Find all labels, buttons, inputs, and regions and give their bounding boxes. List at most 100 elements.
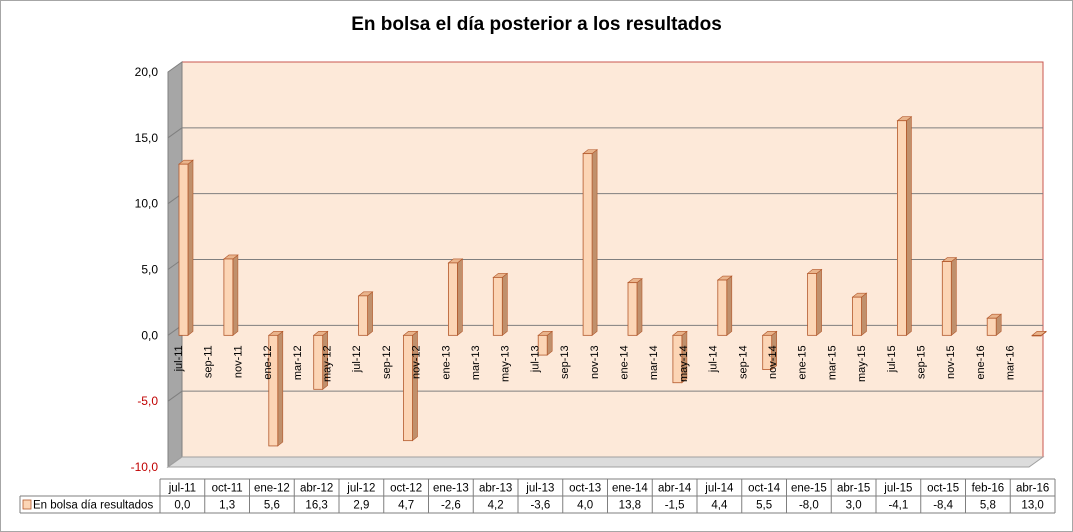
x-tick-label: sep-11 [203,345,215,378]
table-value-cell: -2,6 [441,500,461,512]
x-tick-label: may-12 [322,345,334,382]
table-header-cell: ene-12 [254,483,290,495]
table-header-cell: jul-11 [168,483,196,495]
table-value-cell: -3,6 [530,500,550,512]
bar-side [861,292,867,336]
bar [672,330,688,384]
bar [178,159,194,336]
table-value-cell: 5,8 [980,500,996,512]
x-tick-label: sep-15 [916,345,928,379]
table-value-cell: 3,0 [846,500,862,512]
data-table: jul-11 oct-11 ene-12 abr-12 jul-12 oct-12 ene-… [19,478,1056,514]
gridline-side [167,127,183,139]
table-value-cell: 4,7 [398,500,414,512]
chart-title: En bolsa el día posterior a los resultad… [351,14,722,35]
bar [896,116,913,336]
bar-front [762,334,773,370]
table-header-cell: jul-12 [346,483,375,495]
table-value-cell: -8,0 [799,500,819,512]
table-value-cell: -4,1 [888,500,908,512]
y-tick-label: -5,0 [137,394,158,408]
bar-front [627,282,638,336]
bar [806,268,823,336]
table-header-cell: oct-11 [212,483,243,495]
table-header-cell: ene-14 [612,483,648,495]
bar-side [457,258,463,336]
x-tick-label: nov-12 [411,345,423,379]
x-tick-label: sep-13 [559,345,571,379]
table-header-cell: oct-14 [748,483,781,495]
bars [178,116,1047,447]
table-value-cell: 13,0 [1021,500,1043,512]
bar-front [492,276,503,336]
x-tick-label: sep-14 [737,345,749,379]
legend-key [22,499,32,510]
bar [492,272,509,336]
gridline-side [167,390,183,402]
table-header-cell: jul-14 [704,483,734,495]
table-value-cell: 4,4 [711,500,728,512]
y-tick-label: 15,0 [135,131,159,145]
bar [402,330,419,442]
x-tick-label: mar-14 [648,345,660,380]
y-tick-label: 20,0 [135,65,159,79]
y-tick-label: 10,0 [135,197,159,211]
y-tick-label: -10,0 [131,460,159,474]
bar-side [726,275,733,336]
table-header-cell: abr-15 [837,483,870,495]
table-header-cell: oct-12 [390,483,422,495]
bar-front [403,334,413,442]
y-tick-label: 0,0 [141,328,158,342]
bar [267,330,284,447]
table-header-cell: oct-13 [569,483,601,495]
table-value-cell: 5,5 [756,500,772,512]
y-axis-ticks: 20,0 15,0 10,0 5,0 0,0 -5,0 -10,0 [131,65,159,474]
bar [312,330,329,390]
x-tick-label: jul-14 [708,345,720,373]
plot-floor [166,456,1045,468]
bar [447,258,464,336]
bar [537,330,554,356]
bar [986,313,1003,336]
x-tick-label: sep-12 [381,345,393,379]
x-tick-label: jul-12 [351,345,363,373]
bar [941,256,958,336]
x-tick-label: jul-13 [529,345,541,373]
bar-side [232,254,239,336]
bar-front [178,163,189,336]
x-tick-label: may-13 [500,345,512,382]
table-value-cell: 13,8 [619,500,641,512]
table-value-cell: -1,5 [665,500,685,512]
bar-front [672,334,683,384]
table-value-cell: 4,0 [577,500,593,512]
bar-front [941,261,952,336]
bar [761,330,778,371]
bar-side [367,291,373,336]
table-value-cell: 2,9 [353,500,369,512]
bar-front [582,153,593,336]
x-tick-label: ene-15 [797,345,809,379]
bar-front [447,262,458,336]
bar-front [223,258,234,336]
x-tick-label: nov-14 [767,345,779,379]
bar [851,292,868,336]
bar-side [277,330,284,447]
table-header-cell: abr-13 [479,483,512,495]
table-header-cell: abr-14 [658,483,692,495]
x-axis-ticks: jul-11 sep-11 nov-11 ene-12 mar-12 may-12 jul-… [173,345,1017,382]
table-value-cell: 0,0 [174,500,190,512]
x-tick-label: jul-11 [173,345,185,372]
table-value-cell: -8,4 [933,500,953,512]
bar-side [591,149,598,336]
bar-side [906,116,912,336]
table-header-cell: abr-12 [300,483,333,495]
bar-side [501,272,508,336]
bar-front [358,295,369,336]
x-tick-label: ene-12 [262,345,274,379]
table-value-cell: 1,3 [219,500,235,512]
bar [223,254,239,336]
table-header-cell: feb-16 [972,483,1005,495]
bar [716,275,733,336]
x-tick-label: nov-13 [589,345,601,379]
